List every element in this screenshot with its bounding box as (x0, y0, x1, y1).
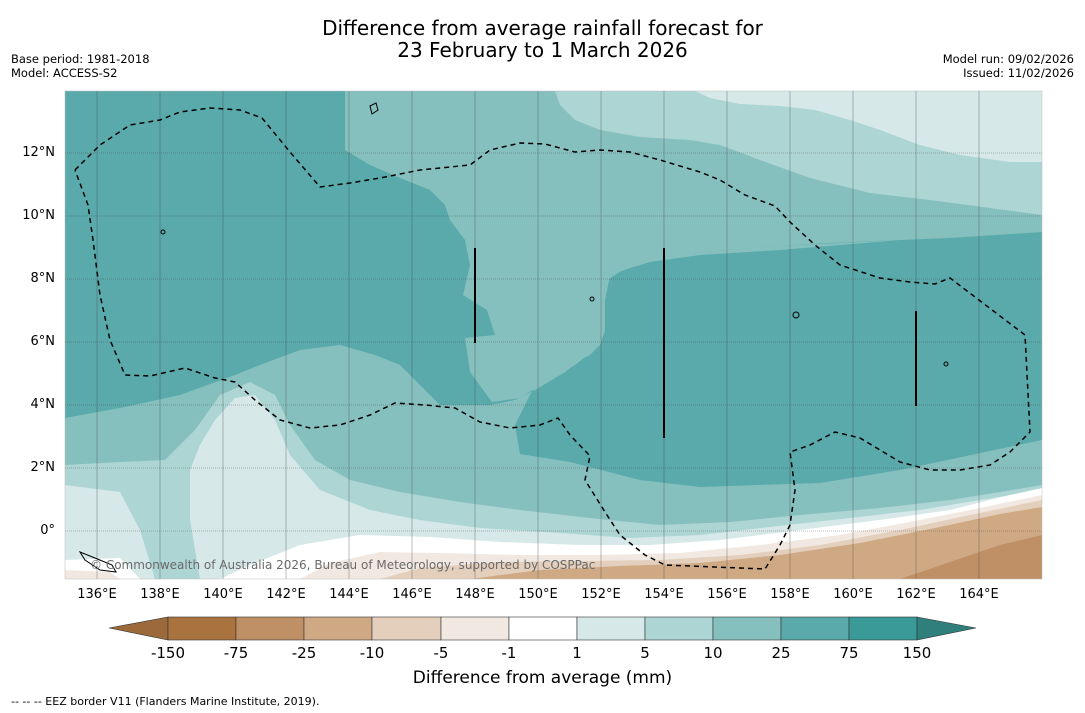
map-title-line1: Difference from average rainfall forecas… (322, 16, 763, 40)
colorbar-seg (371, 616, 442, 641)
y-tick-label: 10°N (22, 208, 55, 223)
colorbar-seg (235, 616, 305, 641)
y-tick-label: 8°N (30, 271, 56, 286)
colorbar-seg (440, 616, 510, 641)
x-tick-label: 142°E (266, 587, 306, 602)
y-tick-label: 2°N (30, 460, 56, 475)
band-neg75-neg25 (900, 535, 1042, 579)
colorbar-label: -1 (501, 644, 517, 662)
colorbar-extend-high (916, 616, 977, 641)
x-tick-label: 136°E (77, 587, 117, 602)
colorbar-seg (644, 616, 714, 641)
colorbar-seg (508, 616, 578, 641)
islands (78, 102, 949, 573)
solid-boundaries (474, 248, 917, 438)
colorbar-label: 1 (572, 644, 582, 662)
eez-borders (74, 107, 1031, 570)
colorbar-label: -5 (433, 644, 449, 662)
y-tick-label: 12°N (22, 145, 55, 160)
island-guam (369, 102, 379, 115)
colorbar-label: -10 (359, 644, 385, 662)
model-run: Model run: 09/02/2026 (942, 52, 1074, 66)
y-tick-label: 0° (40, 523, 55, 538)
x-tick-label: 140°E (203, 587, 243, 602)
colorbar-label: 25 (771, 644, 791, 662)
colorbar-label: 5 (640, 644, 650, 662)
y-tick-label: 4°N (30, 397, 56, 412)
colorbar-seg (167, 616, 237, 641)
colorbar-label: 10 (703, 644, 723, 662)
colorbar-seg (576, 616, 646, 641)
x-tick-label: 158°E (770, 587, 810, 602)
eez-footnote: -- -- -- EEZ border V11 (Flanders Marine… (11, 695, 320, 708)
x-tick-label: 162°E (896, 587, 936, 602)
island-dot (589, 296, 595, 302)
x-tick-label: 154°E (644, 587, 684, 602)
colorbar-label: 150 (902, 644, 932, 662)
x-tick-label: 148°E (455, 587, 495, 602)
island-dot (943, 361, 949, 367)
x-tick-label: 138°E (140, 587, 180, 602)
copyright-notice: © Commonwealth of Australia 2026, Bureau… (90, 558, 596, 572)
colorbar-extend-low (108, 616, 169, 641)
band-1-5-northeast (695, 91, 1042, 162)
colorbar-label: -75 (223, 644, 249, 662)
colorbar-seg (303, 616, 373, 641)
island-dot (160, 229, 166, 235)
model-name: Model: ACCESS-S2 (11, 66, 118, 80)
x-tick-label: 164°E (959, 587, 999, 602)
map-title-line2: 23 February to 1 March 2026 (397, 38, 688, 62)
issued-date: Issued: 11/02/2026 (963, 66, 1074, 80)
colorbar-seg (848, 616, 918, 641)
x-tick-label: 160°E (833, 587, 873, 602)
colorbar-seg (780, 616, 850, 641)
band-neg25-neg10 (470, 507, 1042, 579)
colorbar-label: 75 (839, 644, 859, 662)
colorbar-seg (712, 616, 782, 641)
base-period: Base period: 1981-2018 (11, 52, 150, 66)
colorbar-label: -25 (291, 644, 317, 662)
x-tick-label: 144°E (329, 587, 369, 602)
eez-border-palau-fsm-west (74, 107, 1031, 570)
colorbar (108, 616, 977, 641)
colorbar-label: -150 (150, 644, 186, 662)
colorbar-title: Difference from average (mm) (412, 668, 673, 688)
island-palau (78, 550, 117, 573)
x-tick-label: 150°E (518, 587, 558, 602)
y-tick-label: 6°N (30, 334, 56, 349)
x-tick-label: 152°E (581, 587, 621, 602)
x-tick-label: 146°E (392, 587, 432, 602)
island-dot (792, 311, 800, 319)
map-frame (64, 90, 1043, 580)
x-tick-label: 156°E (707, 587, 747, 602)
